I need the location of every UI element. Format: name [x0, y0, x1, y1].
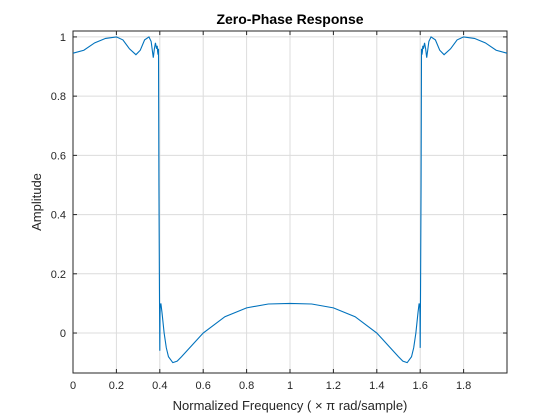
- x-axis-label: Normalized Frequency ( × π rad/sample): [173, 398, 408, 413]
- x-tick-label: 1.2: [326, 380, 341, 392]
- y-axis-label: Amplitude: [29, 173, 44, 231]
- y-tick-label: 1: [60, 32, 66, 44]
- x-tick-label: 1.6: [413, 380, 428, 392]
- y-tick-label: 0.6: [51, 150, 66, 162]
- y-tick-label: 0.2: [51, 269, 66, 281]
- series-line-0: [72, 36, 508, 364]
- x-tick-label: 1: [287, 380, 293, 392]
- x-tick-label: 0.2: [109, 380, 124, 392]
- y-tick-label: 0.8: [51, 91, 66, 103]
- grid-lines: [72, 31, 507, 373]
- y-tick-label: 0.4: [51, 210, 66, 222]
- x-tick-label: 0.4: [152, 380, 167, 392]
- series-layer: [72, 36, 508, 364]
- y-tick-label: 0: [60, 328, 66, 340]
- axis-ticks: 0 0.2 0.4 0.6 0.8 1 1.2 1.4 1.6 1.8 0 0.2 0.4 0.6 0.8 1: [51, 31, 507, 392]
- x-tick-label: 0.8: [239, 380, 254, 392]
- x-tick-label: 1.4: [369, 380, 384, 392]
- x-tick-label: 0.6: [196, 380, 211, 392]
- chart-title: Zero-Phase Response: [216, 11, 363, 27]
- x-tick-label: 1.8: [456, 380, 471, 392]
- x-tick-label: 0: [70, 380, 76, 392]
